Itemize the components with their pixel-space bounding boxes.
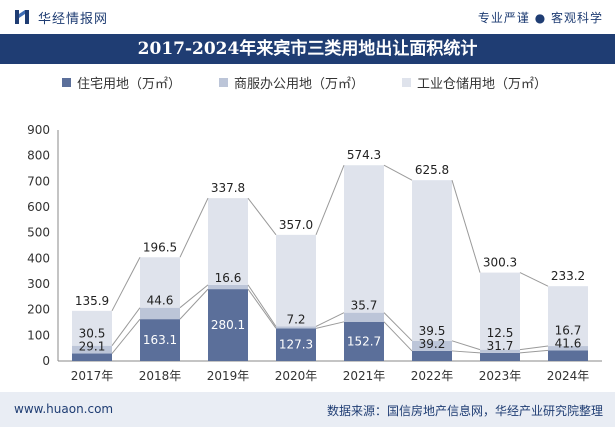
x-tick-label: 2019年 <box>207 369 250 383</box>
data-label-residential: 31.7 <box>487 339 514 353</box>
stacked-bar-chart: 0 100 200 300 400 500 600 700 800 900 2017年 2018年 20… <box>27 123 602 383</box>
series-connector-line <box>111 288 549 354</box>
data-label-industrial: 337.8 <box>211 181 245 195</box>
bar-segment <box>140 257 180 308</box>
bar-segment <box>412 340 452 351</box>
legend-swatch-industrial <box>402 77 412 87</box>
data-label-residential: 127.3 <box>279 338 313 352</box>
y-tick-label: 600 <box>27 200 50 214</box>
legend-label-residential: 住宅用地（万㎡） <box>77 76 182 92</box>
data-label-residential: 29.1 <box>79 340 106 354</box>
site-url: www.huaon.com <box>14 402 114 416</box>
brand-name: 华经情报网 <box>38 12 109 27</box>
bar-segment <box>344 165 384 313</box>
footer: www.huaon.com 数据来源：国信房地产信息网，华经产业研究院整理 <box>0 392 615 427</box>
x-tick-label: 2018年 <box>139 369 182 383</box>
bar-segment <box>480 272 520 350</box>
y-tick-label: 800 <box>27 149 50 163</box>
y-tick-label: 900 <box>27 123 50 137</box>
data-label-commercial: 16.6 <box>215 271 242 285</box>
y-tick-label: 100 <box>27 328 50 342</box>
chart-legend: 住宅用地（万㎡） 商服办公用地（万㎡） 工业仓储用地（万㎡） <box>62 70 585 94</box>
x-tick-label: 2024年 <box>547 369 590 383</box>
x-tick-label: 2020年 <box>275 369 318 383</box>
bar-segment <box>208 284 248 290</box>
y-tick-label: 200 <box>27 303 50 317</box>
series-connector-line <box>111 164 549 312</box>
data-label-commercial: 35.7 <box>351 299 378 313</box>
title-bar: 2017-2024年来宾市三类用地出让面积统计 <box>0 34 615 64</box>
brand-logo-icon <box>15 10 29 24</box>
data-label-industrial: 233.2 <box>551 269 585 283</box>
tagline: 专业严谨 ● 客观科学 <box>477 11 603 25</box>
bar-segment <box>548 346 588 351</box>
data-label-industrial: 135.9 <box>75 294 109 308</box>
legend-label-industrial: 工业仓储用地（万㎡） <box>417 76 548 92</box>
data-label-industrial: 625.8 <box>415 163 449 177</box>
data-source: 数据来源：国信房地产信息网，华经产业研究院整理 <box>326 404 603 418</box>
y-tick-label: 0 <box>42 354 50 368</box>
legend-item-commercial: 商服办公用地（万㎡） <box>219 73 364 92</box>
data-label-residential: 152.7 <box>347 334 381 348</box>
data-label-residential: 41.6 <box>555 336 582 350</box>
x-tick-label: 2021年 <box>343 369 386 383</box>
bar-segment <box>344 312 384 322</box>
data-label-industrial: 300.3 <box>483 256 517 270</box>
data-label-commercial: 16.7 <box>555 323 582 337</box>
top-bar: 华经情报网 专业严谨 ● 客观科学 <box>0 0 615 34</box>
legend-swatch-residential <box>62 77 71 87</box>
bar-segment <box>72 345 112 354</box>
data-label-commercial: 7.2 <box>286 312 305 326</box>
y-tick-label: 300 <box>27 277 50 291</box>
data-label-commercial: 39.5 <box>419 324 446 338</box>
y-tick-label: 400 <box>27 251 50 265</box>
bar-segment <box>72 353 112 361</box>
bar-segment <box>276 234 316 327</box>
bar-segment <box>548 350 588 361</box>
bar-segment <box>548 286 588 347</box>
x-tick-label: 2017年 <box>71 369 114 383</box>
bar-segment <box>276 326 316 329</box>
bar-segment <box>412 350 452 361</box>
data-label-industrial: 574.3 <box>347 148 381 162</box>
legend-swatch-commercial <box>219 77 229 87</box>
data-label-commercial: 30.5 <box>79 327 106 341</box>
bar-segment <box>208 289 248 361</box>
data-label-commercial: 12.5 <box>487 326 514 340</box>
series-connector-line <box>111 284 549 351</box>
data-label-residential: 39.2 <box>419 337 446 351</box>
y-tick-label: 500 <box>27 226 50 240</box>
data-label-industrial: 357.0 <box>279 218 313 232</box>
x-tick-label: 2023年 <box>479 369 522 383</box>
bar-segment <box>72 310 112 346</box>
bar-segment <box>344 321 384 361</box>
y-tick-label: 700 <box>27 174 50 188</box>
data-label-residential: 280.1 <box>211 318 245 332</box>
bar-segment <box>140 319 180 361</box>
bar-segment <box>480 352 520 361</box>
x-tick-label: 2022年 <box>411 369 454 383</box>
data-label-commercial: 44.6 <box>147 294 174 308</box>
legend-item-residential: 住宅用地（万㎡） <box>62 73 181 92</box>
legend-item-industrial: 工业仓储用地（万㎡） <box>402 73 547 92</box>
data-label-industrial: 196.5 <box>143 240 177 254</box>
bar-segment <box>208 198 248 285</box>
bar-segment <box>140 307 180 320</box>
chart-title: 2017-2024年来宾市三类用地出让面积统计 <box>137 39 478 59</box>
bar-segment <box>276 328 316 361</box>
bar-segment <box>480 349 520 353</box>
bar-segment <box>412 180 452 341</box>
legend-label-commercial: 商服办公用地（万㎡） <box>234 76 365 92</box>
data-label-residential: 163.1 <box>143 333 177 347</box>
